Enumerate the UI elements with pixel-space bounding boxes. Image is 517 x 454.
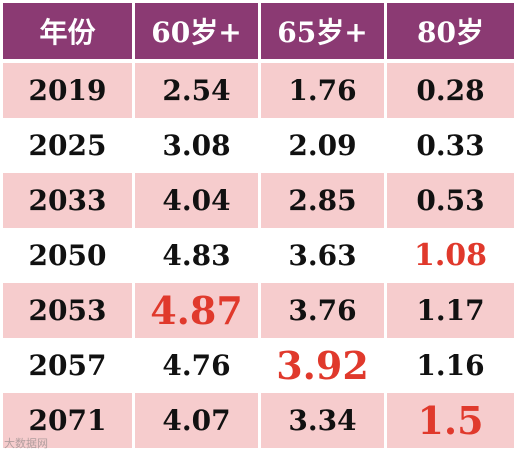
cell-80: 0.53	[387, 173, 514, 228]
cell-80: 0.33	[387, 118, 514, 173]
cell-80: 1.16	[387, 338, 514, 393]
cell-60plus: 4.04	[135, 173, 261, 228]
cell-65plus: 3.34	[261, 393, 387, 448]
cell-year: 2057	[3, 338, 135, 393]
header-year: 年份	[3, 3, 135, 63]
cell-year: 2025	[3, 118, 135, 173]
cell-80: 1.17	[387, 283, 514, 338]
cell-65plus: 1.76	[261, 63, 387, 118]
header-65plus: 65岁+	[261, 3, 387, 63]
header-60plus: 60岁+	[135, 3, 261, 63]
cell-65plus: 3.76	[261, 283, 387, 338]
population-table: 年份 60岁+ 65岁+ 80岁 2019 2.54 1.76 0.28 202…	[3, 3, 514, 448]
cell-80-highlighted: 1.08	[387, 228, 514, 283]
cell-year: 2019	[3, 63, 135, 118]
cell-year: 2033	[3, 173, 135, 228]
cell-80: 0.28	[387, 63, 514, 118]
header-80: 80岁	[387, 3, 514, 63]
cell-60plus: 4.83	[135, 228, 261, 283]
cell-65plus: 3.63	[261, 228, 387, 283]
cell-year: 2053	[3, 283, 135, 338]
cell-60plus: 4.76	[135, 338, 261, 393]
cell-60plus: 4.07	[135, 393, 261, 448]
cell-year: 2071	[3, 393, 135, 448]
cell-60plus: 2.54	[135, 63, 261, 118]
watermark: 大数据网	[4, 437, 48, 450]
cell-60plus-highlighted: 4.87	[135, 283, 261, 338]
cell-65plus: 2.09	[261, 118, 387, 173]
cell-65plus: 2.85	[261, 173, 387, 228]
cell-60plus: 3.08	[135, 118, 261, 173]
cell-80-highlighted: 1.5	[387, 393, 514, 448]
cell-65plus-highlighted: 3.92	[261, 338, 387, 393]
cell-year: 2050	[3, 228, 135, 283]
